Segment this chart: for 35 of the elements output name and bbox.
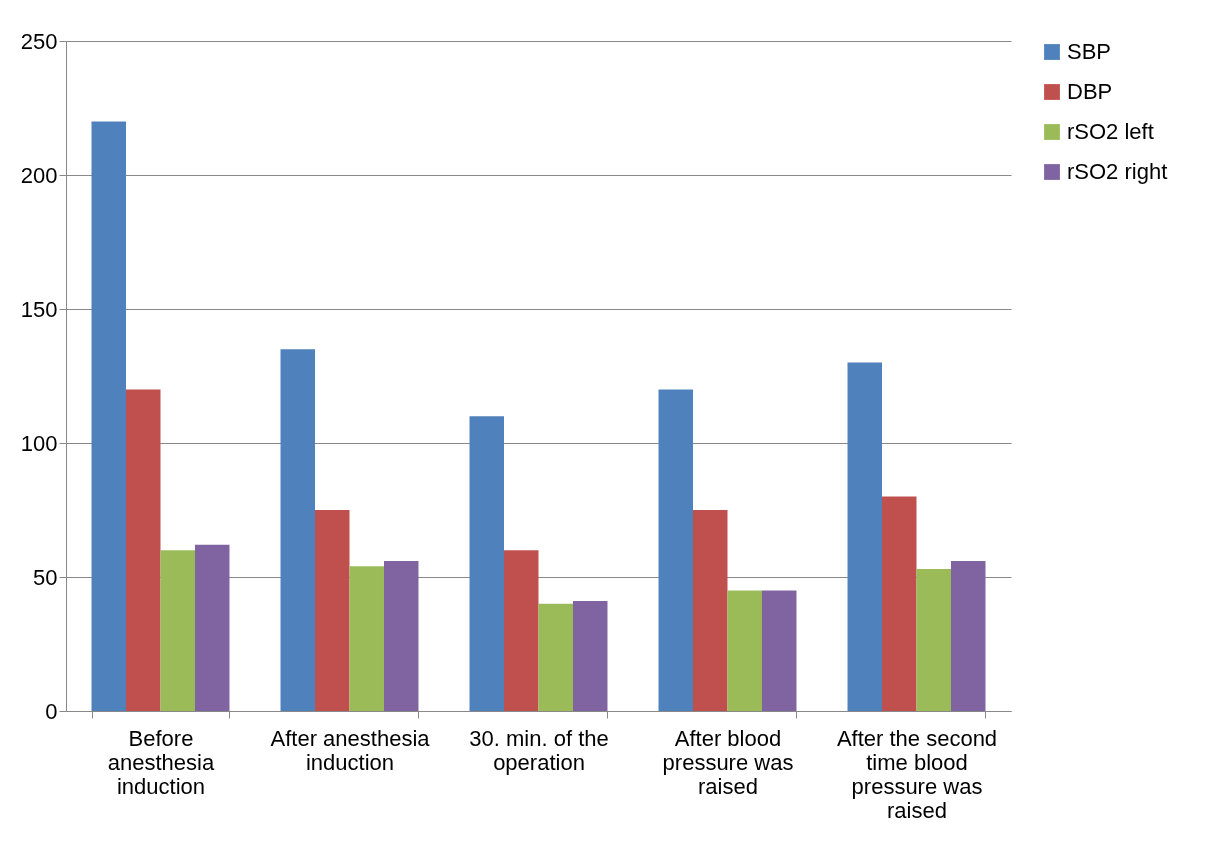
bar	[126, 389, 161, 711]
bar	[315, 510, 350, 711]
bar	[469, 416, 505, 711]
bar	[538, 603, 573, 711]
bar	[693, 510, 728, 711]
legend-label: rSO2 right	[1067, 159, 1168, 184]
x-tick-label: After blood pressure was raised	[662, 725, 794, 799]
bar	[761, 590, 797, 711]
x-tick-label: After the second time blood pressure was raised	[836, 725, 998, 823]
bar	[882, 496, 917, 711]
bar	[572, 601, 608, 711]
y-tick-label: 150	[20, 296, 58, 322]
bar	[847, 362, 883, 711]
bar	[504, 550, 539, 711]
legend-label: DBP	[1067, 79, 1113, 104]
bar	[160, 550, 195, 711]
bar	[91, 121, 127, 711]
y-tick-label: 200	[20, 162, 58, 188]
bar	[658, 389, 694, 711]
x-tick-label: Before anesthesia induction	[107, 725, 215, 799]
legend-label: SBP	[1067, 39, 1112, 64]
y-tick-label: 0	[45, 698, 58, 724]
bar	[194, 544, 230, 711]
bar	[916, 568, 951, 711]
bar	[727, 590, 762, 711]
y-tick-label: 50	[33, 564, 58, 590]
bar	[349, 566, 384, 711]
bar	[383, 560, 419, 711]
x-tick-label: After anesthesia induction	[270, 725, 431, 775]
bar	[950, 560, 986, 711]
legend-label: rSO2 left	[1067, 119, 1154, 144]
x-tick-label: 30. min. of the operation	[469, 725, 609, 775]
y-tick-label: 100	[20, 430, 58, 456]
y-tick-label: 250	[20, 28, 58, 54]
bar	[280, 349, 316, 711]
